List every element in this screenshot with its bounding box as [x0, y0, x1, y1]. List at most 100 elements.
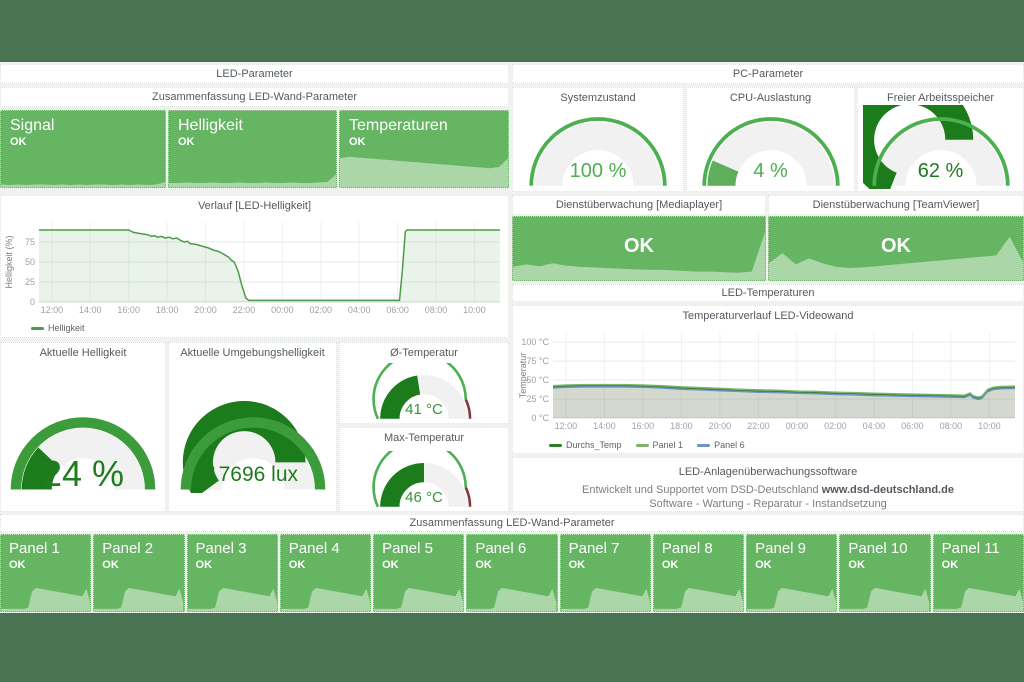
chart-panel-verlauf-led-helligkeit[interactable]: Verlauf [LED-Helligkeit] 0 25 50 75 12:00 14:…	[0, 195, 509, 338]
svg-text:00:00: 00:00	[271, 305, 294, 315]
led-panel-status[interactable]: Panel 7 OK	[559, 534, 651, 612]
gauge: 41 °C	[340, 361, 508, 423]
section-header-pc-parameter[interactable]: PC-Parameter	[512, 64, 1024, 84]
svg-text:20:00: 20:00	[194, 305, 217, 315]
section-header-led-parameter[interactable]: LED-Parameter	[0, 64, 509, 84]
service-panel-teamviewer[interactable]: Dienstüberwachung [TeamViewer] OK	[768, 195, 1024, 281]
status-badge: OK	[178, 136, 195, 148]
sparkline	[280, 587, 371, 611]
legend-item[interactable]: Panel 6	[697, 440, 745, 450]
svg-text:20:00: 20:00	[709, 421, 732, 431]
section-header-zusammenfassung-bottom[interactable]: Zusammenfassung LED-Wand-Parameter	[0, 514, 1024, 532]
bottom-panel-row: Panel 1 OK Panel 2 OK Panel 3 OK Panel 4…	[0, 534, 1024, 612]
gauge-panel-umgebungshelligkeit[interactable]: Aktuelle Umgebungshelligkeit 17696 lux	[168, 342, 337, 512]
led-panel-status[interactable]: Panel 8 OK	[652, 534, 745, 612]
led-panel-status[interactable]: Panel 4 OK	[279, 534, 372, 612]
led-panel-title: Panel 1	[9, 540, 60, 557]
sparkline	[513, 232, 765, 280]
svg-text:16:00: 16:00	[117, 305, 140, 315]
led-panel-status[interactable]: Panel 9 OK	[746, 534, 838, 612]
service-panel-title[interactable]: Dienstüberwachung [Mediaplayer]	[512, 195, 766, 215]
status-badge: OK	[9, 559, 26, 571]
gauge-value: 24 %	[41, 453, 125, 494]
status-panel-title: Signal	[10, 117, 55, 134]
section-header-label: Zusammenfassung LED-Wand-Parameter	[409, 517, 615, 529]
sparkline	[747, 587, 837, 611]
section-header-zusammenfassung-led-wand[interactable]: Zusammenfassung LED-Wand-Parameter	[0, 87, 509, 107]
chart-title: Verlauf [LED-Helligkeit]	[197, 200, 312, 212]
svg-text:50 °C: 50 °C	[526, 375, 549, 385]
gauge-value: 41 °C	[405, 401, 443, 418]
svg-text:14:00: 14:00	[593, 421, 616, 431]
led-panel-status[interactable]: Panel 5 OK	[373, 534, 465, 612]
footer-link[interactable]: www.dsd-deutschland.de	[821, 484, 954, 496]
status-panel-title: Helligkeit	[178, 117, 243, 134]
led-panel-status[interactable]: Panel 2 OK	[93, 534, 185, 612]
led-panel-title: Panel 2	[102, 540, 154, 557]
status-badge: OK	[568, 559, 586, 571]
gauge-panel-systemzustand[interactable]: Systemzustand 100 %	[512, 87, 684, 192]
svg-text:0 °C: 0 °C	[531, 413, 549, 423]
letterbox-top	[0, 0, 1024, 62]
legend-item[interactable]: Durchs_Temp	[549, 440, 622, 450]
service-panel-mediaplayer[interactable]: Dienstüberwachung [Mediaplayer] OK	[512, 195, 766, 281]
svg-text:18:00: 18:00	[670, 421, 693, 431]
legend-item[interactable]: Panel 1	[635, 440, 683, 450]
service-panel-body: OK	[768, 216, 1024, 281]
gauge-value: 62 %	[917, 160, 964, 182]
section-header-label: LED-Parameter	[216, 68, 293, 80]
sparkline	[169, 174, 336, 187]
led-panel-title: Panel 6	[475, 540, 527, 557]
gauge-panel-freier-arbeitsspeicher[interactable]: Freier Arbeitsspeicher 62 %	[857, 87, 1024, 192]
svg-text:06:00: 06:00	[386, 305, 409, 315]
status-panel-helligkeit[interactable]: Helligkeit OK	[168, 110, 337, 188]
svg-text:Helligkeit (%): Helligkeit (%)	[4, 235, 14, 288]
status-badge: OK	[349, 136, 366, 148]
section-header-label: LED-Temperaturen	[721, 287, 815, 299]
led-panel-title: Panel 10	[848, 540, 908, 557]
gauge-title: Max-Temperatur	[383, 432, 465, 444]
legend-series-dash	[549, 443, 562, 447]
svg-text:02:00: 02:00	[824, 421, 847, 431]
sparkline	[840, 587, 930, 611]
status-panel-signal[interactable]: Signal OK	[0, 110, 166, 188]
section-header-label: Zusammenfassung LED-Wand-Parameter	[151, 91, 357, 103]
status-badge: OK	[661, 559, 679, 571]
svg-text:02:00: 02:00	[310, 305, 333, 315]
service-panel-title[interactable]: Dienstüberwachung [TeamViewer]	[768, 195, 1024, 215]
section-header-led-temperaturen[interactable]: LED-Temperaturen	[512, 284, 1024, 302]
led-panel-status[interactable]: Panel 3 OK	[186, 534, 278, 612]
svg-text:10:00: 10:00	[978, 421, 1001, 431]
gauge: 62 %	[858, 105, 1023, 191]
gauge-panel-aktuelle-helligkeit[interactable]: Aktuelle Helligkeit 24 %	[0, 342, 166, 512]
gauge-panel-max-temperatur[interactable]: Max-Temperatur 46 °C	[339, 427, 509, 512]
status-panel-temperaturen[interactable]: Temperaturen OK	[339, 110, 509, 188]
svg-text:12:00: 12:00	[41, 305, 64, 315]
chart-legend: Durchs_Temp Panel 1 Panel 6	[549, 440, 745, 450]
gauge-panel-avg-temperatur[interactable]: Ø-Temperatur 41 °C	[339, 342, 509, 424]
gauge-title: CPU-Auslastung	[729, 92, 812, 104]
svg-text:22:00: 22:00	[233, 305, 256, 315]
gauge-panel-cpu-auslastung[interactable]: CPU-Auslastung 4 %	[686, 87, 855, 192]
svg-text:08:00: 08:00	[940, 421, 963, 431]
gauge: 100 %	[513, 106, 683, 191]
footer-info-panel: LED-Anlagenüberwachungssoftware Entwicke…	[512, 457, 1024, 512]
legend-item[interactable]: Helligkeit	[31, 323, 85, 333]
led-panel-title: Panel 11	[941, 540, 1000, 557]
legend-series-label: Helligkeit	[48, 323, 85, 333]
chart-panel-temperaturverlauf[interactable]: Temperaturverlauf LED-Videowand 0 °C 25 °…	[512, 305, 1024, 454]
led-panel-status[interactable]: Panel 6 OK	[466, 534, 558, 612]
svg-text:04:00: 04:00	[348, 305, 371, 315]
sparkline	[1, 182, 165, 187]
led-panel-status[interactable]: Panel 1 OK	[0, 534, 92, 612]
sparkline	[653, 587, 744, 611]
status-badge: OK	[941, 559, 959, 571]
status-badge: OK	[475, 559, 492, 571]
line-chart: 0 °C 25 °C 50 °C 75 °C 100 °C 12:00 14:00 16:00…	[517, 327, 1021, 432]
status-badge: OK	[881, 234, 911, 257]
led-panel-title: Panel 7	[568, 540, 620, 557]
led-panel-status[interactable]: Panel 10 OK	[839, 534, 931, 612]
led-panel-status[interactable]: Panel 11 OK	[932, 534, 1024, 612]
sparkline	[769, 236, 1023, 280]
chart-legend: Helligkeit	[31, 323, 85, 333]
